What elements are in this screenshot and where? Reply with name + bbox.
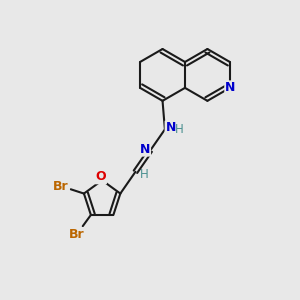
Text: H: H <box>175 124 183 136</box>
Text: O: O <box>95 170 106 183</box>
Text: Br: Br <box>53 180 69 193</box>
Text: N: N <box>225 81 236 94</box>
Text: N: N <box>140 142 150 156</box>
Text: N: N <box>166 122 176 134</box>
Text: H: H <box>140 168 149 181</box>
Text: Br: Br <box>69 228 85 241</box>
